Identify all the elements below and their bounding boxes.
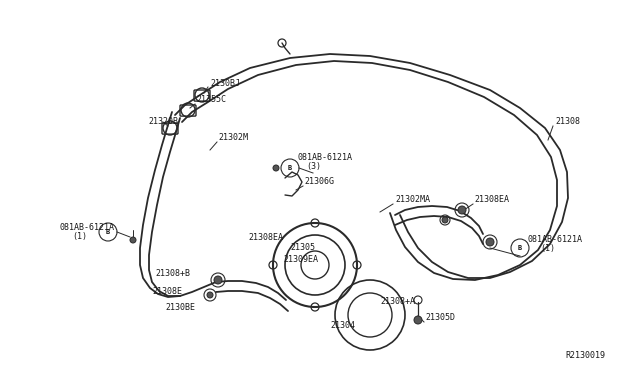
Circle shape — [207, 292, 213, 298]
Text: 081AB-6121A: 081AB-6121A — [298, 153, 353, 161]
Circle shape — [273, 165, 279, 171]
Circle shape — [458, 206, 466, 214]
Text: 21308+B: 21308+B — [155, 269, 190, 279]
Text: 21355C: 21355C — [196, 96, 226, 105]
Text: 21302M: 21302M — [218, 134, 248, 142]
Text: 21308E: 21308E — [152, 288, 182, 296]
Text: B: B — [518, 245, 522, 251]
Text: 21320B: 21320B — [148, 118, 178, 126]
Text: 21308+A: 21308+A — [380, 298, 415, 307]
Circle shape — [486, 238, 494, 246]
Text: R2130019: R2130019 — [565, 350, 605, 359]
Text: 21305D: 21305D — [425, 314, 455, 323]
Text: 081AB-6121A: 081AB-6121A — [60, 224, 115, 232]
Text: (3): (3) — [306, 161, 321, 170]
Text: 081AB-6121A: 081AB-6121A — [528, 235, 583, 244]
Text: 21306G: 21306G — [304, 177, 334, 186]
Text: 21302MA: 21302MA — [395, 196, 430, 205]
Text: (1): (1) — [540, 244, 555, 253]
Circle shape — [214, 276, 222, 284]
Text: B: B — [106, 229, 110, 235]
Circle shape — [442, 217, 448, 223]
Text: 21305: 21305 — [290, 244, 315, 253]
Circle shape — [130, 237, 136, 243]
Text: 21308EA: 21308EA — [474, 196, 509, 205]
Text: 21308: 21308 — [555, 118, 580, 126]
Text: 2130BJ: 2130BJ — [210, 78, 240, 87]
Text: 2130BE: 2130BE — [165, 302, 195, 311]
Text: B: B — [288, 165, 292, 171]
Circle shape — [414, 316, 422, 324]
Text: 21308EA: 21308EA — [248, 232, 283, 241]
Text: (1): (1) — [72, 232, 87, 241]
Text: 21304: 21304 — [330, 321, 355, 330]
Text: 21309EA: 21309EA — [283, 254, 318, 263]
